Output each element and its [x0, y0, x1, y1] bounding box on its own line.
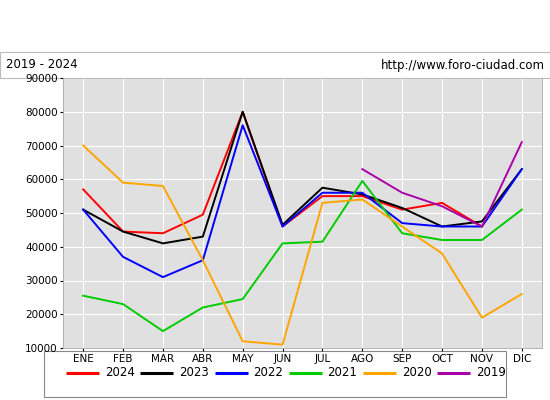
- Text: 2019: 2019: [476, 366, 506, 380]
- Text: Evolucion Nº Turistas Nacionales en el municipio de Jerez de la Frontera: Evolucion Nº Turistas Nacionales en el m…: [36, 20, 514, 32]
- Text: 2024: 2024: [104, 366, 135, 380]
- Text: 2022: 2022: [253, 366, 283, 380]
- Text: 2019 - 2024: 2019 - 2024: [6, 58, 77, 72]
- Text: 2020: 2020: [402, 366, 431, 380]
- Text: 2021: 2021: [327, 366, 358, 380]
- Text: http://www.foro-ciudad.com: http://www.foro-ciudad.com: [381, 58, 544, 72]
- Text: 2023: 2023: [179, 366, 208, 380]
